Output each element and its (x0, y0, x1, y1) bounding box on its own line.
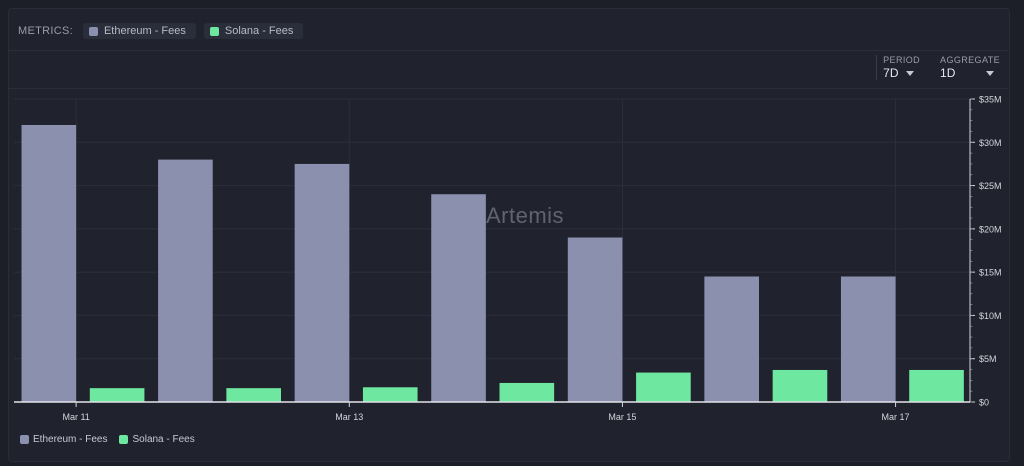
ethereum-bar (21, 124, 77, 402)
metric-chip-label: Solana - Fees (224, 25, 294, 37)
aggregate-value: 1D (940, 66, 956, 80)
divider (8, 50, 1008, 51)
legend-item-solana[interactable]: Solana - Fees (119, 434, 195, 445)
aggregate-select[interactable]: AGGREGATE 1D (934, 55, 1000, 80)
x-tick-label: Mar 15 (608, 412, 636, 422)
metrics-label: METRICS: (18, 25, 73, 37)
y-tick-label: $25M (979, 181, 1002, 191)
metric-chip-label: Ethereum - Fees (103, 25, 186, 37)
y-tick-label: $0 (979, 398, 989, 408)
solana-bar (772, 369, 828, 402)
x-tick-label: Mar 13 (335, 412, 363, 422)
watermark-text: Artemis (486, 203, 565, 228)
metric-chip-solana[interactable]: Solana - Fees (203, 23, 304, 39)
ethereum-bar (294, 163, 350, 402)
y-tick-label: $5M (979, 354, 997, 364)
solana-bar (226, 388, 281, 402)
chart-controls: PERIOD 7D AGGREGATE 1D (876, 55, 1000, 80)
ethereum-bar (567, 237, 623, 402)
y-tick-label: $10M (979, 311, 1002, 321)
ethereum-bar (158, 159, 213, 402)
solana-bar (89, 388, 145, 402)
period-value: 7D (883, 66, 899, 80)
solana-bar (362, 387, 418, 402)
aggregate-value-wrap: 1D (940, 66, 1000, 80)
solana-legend-swatch-icon (119, 435, 129, 444)
y-tick-label: $35M (979, 95, 1002, 105)
divider (8, 88, 1008, 89)
legend-label: Ethereum - Fees (33, 434, 108, 445)
solana-bar (909, 369, 964, 402)
solana-bar (499, 382, 555, 402)
metric-chip-ethereum[interactable]: Ethereum - Fees (82, 23, 196, 39)
solana-bar (636, 372, 691, 402)
legend-label: Solana - Fees (132, 434, 195, 445)
y-tick-label: $15M (979, 268, 1002, 278)
ethereum-bar (840, 276, 896, 402)
ethereum-legend-swatch-icon (20, 435, 29, 444)
metrics-bar: METRICS: Ethereum - Fees Solana - Fees (18, 22, 304, 40)
ethereum-bar (431, 194, 486, 402)
legend-item-ethereum[interactable]: Ethereum - Fees (20, 434, 107, 445)
x-tick-label: Mar 11 (62, 412, 89, 422)
chevron-down-icon (906, 70, 915, 76)
ethereum-bar (704, 276, 759, 402)
y-tick-label: $30M (979, 138, 1002, 148)
aggregate-label: AGGREGATE (940, 55, 1000, 65)
x-tick-label: Mar 17 (882, 412, 910, 422)
period-label: PERIOD (883, 55, 921, 65)
period-select[interactable]: PERIOD 7D (876, 55, 920, 80)
chevron-down-icon (986, 70, 995, 76)
y-tick-label: $20M (979, 224, 1002, 234)
solana-swatch-icon (209, 26, 219, 36)
ethereum-swatch-icon (88, 26, 98, 36)
period-value-wrap: 7D (883, 66, 920, 80)
chart-legend: Ethereum - Fees Solana - Fees (20, 434, 195, 445)
